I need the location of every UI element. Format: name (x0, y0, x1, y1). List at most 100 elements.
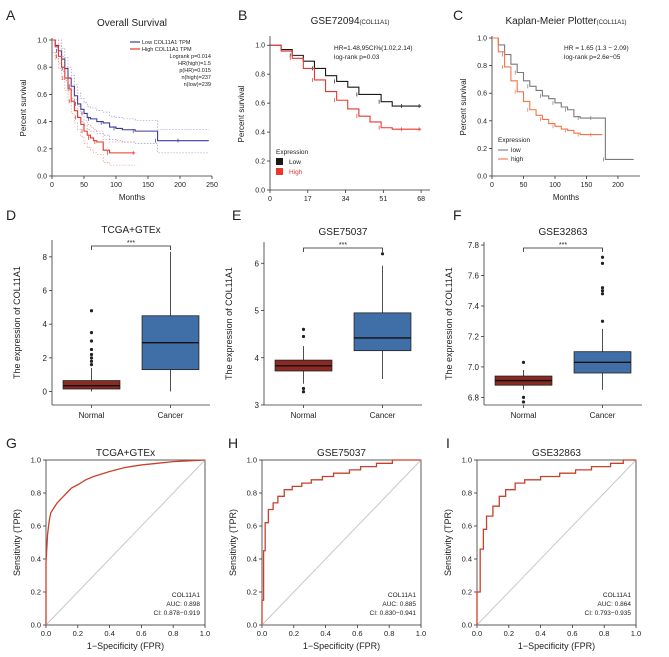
stat-text: HR=1.48,95CI%(1.02,2.14) (334, 45, 413, 52)
x-tick-label: 250 (206, 182, 218, 189)
survival-curve-high (52, 39, 136, 154)
chart-title: Kaplan-Meier Plotter(COL11A1) (505, 16, 626, 27)
x-tick-label: 1.0 (416, 629, 426, 638)
roc-curve (261, 459, 421, 625)
title-main: Kaplan-Meier Plotter (505, 16, 597, 27)
x-tick-label: 150 (142, 182, 154, 189)
x-tick-label: 0.2 (73, 629, 83, 638)
chart-title: GSE32863 (539, 227, 588, 238)
panel-e-axes (261, 242, 422, 406)
auc-annotation: CI: 0.793−0.935 (585, 610, 632, 617)
x-tick-label: 100 (110, 182, 122, 189)
y-tick-label: 0.4 (255, 130, 265, 137)
panel-label-a: A (6, 7, 16, 23)
category-label: Normal (291, 411, 317, 420)
x-axis-label: Months (553, 193, 579, 202)
outlier-point (521, 400, 526, 404)
panel-c-axes (489, 36, 640, 179)
y-tick-label: 0.2 (37, 146, 47, 153)
stat-text: Logrank p=0.014 (170, 54, 211, 60)
y-tick-label: 1.0 (31, 456, 41, 465)
outlier-point (600, 319, 605, 323)
x-tick-label: 200 (612, 182, 624, 189)
y-tick-label: 0.6 (477, 91, 487, 98)
outlier-point (89, 352, 94, 357)
category-label: Normal (79, 411, 105, 420)
legend-label: High COL11A1 TPM (142, 47, 192, 53)
auc-annotation: AUC: 0.885 (382, 601, 416, 608)
x-tick-label: 150 (581, 182, 593, 189)
outlier-point (521, 395, 526, 399)
box-normal (62, 380, 121, 390)
survival-curve-high (492, 37, 603, 136)
y-tick-label: 0.8 (37, 65, 47, 72)
legend-label: High (289, 169, 303, 176)
y-axis-label: Percent survival (237, 85, 246, 142)
x-tick-label: 200 (174, 182, 186, 189)
y-axis-label: Sensitivity (TPR) (228, 509, 238, 576)
y-tick-label: 0.0 (255, 188, 265, 195)
y-tick-label: 1.0 (462, 456, 472, 465)
panel-d-axes (49, 240, 210, 406)
legend-label: Low COL11A1 TPM (142, 40, 191, 46)
x-tick-label: 0 (490, 182, 494, 189)
box-cancer (353, 312, 412, 352)
y-tick-label: 7.2 (468, 332, 480, 341)
y-tick-label: 7.8 (468, 241, 480, 250)
x-tick-label: 0.0 (472, 629, 482, 638)
x-tick-label: 34 (342, 196, 350, 203)
x-tick-label: 0.4 (320, 629, 330, 638)
x-tick-label: 0.2 (289, 629, 299, 638)
y-tick-label: 0.6 (462, 522, 472, 531)
ci-band-lower (52, 51, 136, 166)
x-tick-label: 0.6 (136, 629, 146, 638)
y-axis-label: Percent survival (459, 78, 468, 135)
y-tick-label: 0.8 (255, 72, 265, 79)
title-sub: (COL11A1) (597, 20, 627, 26)
y-tick-label: 0.8 (247, 489, 257, 498)
legend-swatch (276, 168, 283, 175)
y-tick-label: 0.2 (255, 159, 265, 166)
outlier-point (89, 347, 94, 352)
y-tick-label: 0.0 (462, 621, 472, 630)
auc-annotation: COL11A1 (388, 592, 416, 599)
y-tick-label: 6.8 (468, 393, 480, 402)
roc-curve (476, 459, 636, 625)
y-tick-label: 2 (43, 354, 48, 363)
x-tick-label: 51 (379, 196, 387, 203)
auc-annotation: CI: 0.830−0.941 (370, 610, 417, 617)
x-tick-label: 0.8 (168, 629, 178, 638)
y-tick-label: 5 (255, 307, 260, 316)
panel-b-axes (267, 36, 430, 193)
outlier-point (301, 327, 306, 332)
title-main: GSE72094 (311, 16, 360, 27)
panel-label-i: I (446, 435, 450, 451)
survival-curve-high (270, 44, 422, 130)
y-tick-label: 0.4 (462, 555, 472, 564)
y-tick-label: 4 (43, 320, 48, 329)
y-tick-label: 7.4 (468, 302, 480, 311)
panel-label-e: E (232, 207, 241, 223)
y-tick-label: 0.6 (247, 522, 257, 531)
x-axis-label: Months (119, 193, 145, 202)
y-axis-label: Sensitivity (TPR) (443, 509, 453, 576)
category-label: Cancer (370, 411, 396, 420)
outlier-point (301, 334, 306, 339)
x-tick-label: 0.4 (535, 629, 545, 638)
x-tick-label: 1.0 (200, 629, 210, 638)
y-tick-label: 0.4 (31, 555, 41, 564)
y-tick-label: 8 (43, 253, 48, 262)
outlier-point (600, 255, 605, 259)
y-tick-label: 6 (43, 287, 48, 296)
panel-label-f: F (453, 207, 462, 223)
y-tick-label: 0.4 (477, 118, 487, 125)
y-tick-label: 3 (255, 401, 260, 410)
significance-label: *** (339, 242, 347, 249)
panel-a-axes (49, 38, 213, 179)
y-tick-label: 0.6 (255, 101, 265, 108)
title-main: Overall Survival (97, 18, 167, 29)
x-tick-label: 50 (520, 182, 528, 189)
y-tick-label: 7.6 (468, 272, 480, 281)
stat-text: log-rank p=0.03 (334, 54, 380, 61)
panel-label-g: G (6, 435, 17, 451)
